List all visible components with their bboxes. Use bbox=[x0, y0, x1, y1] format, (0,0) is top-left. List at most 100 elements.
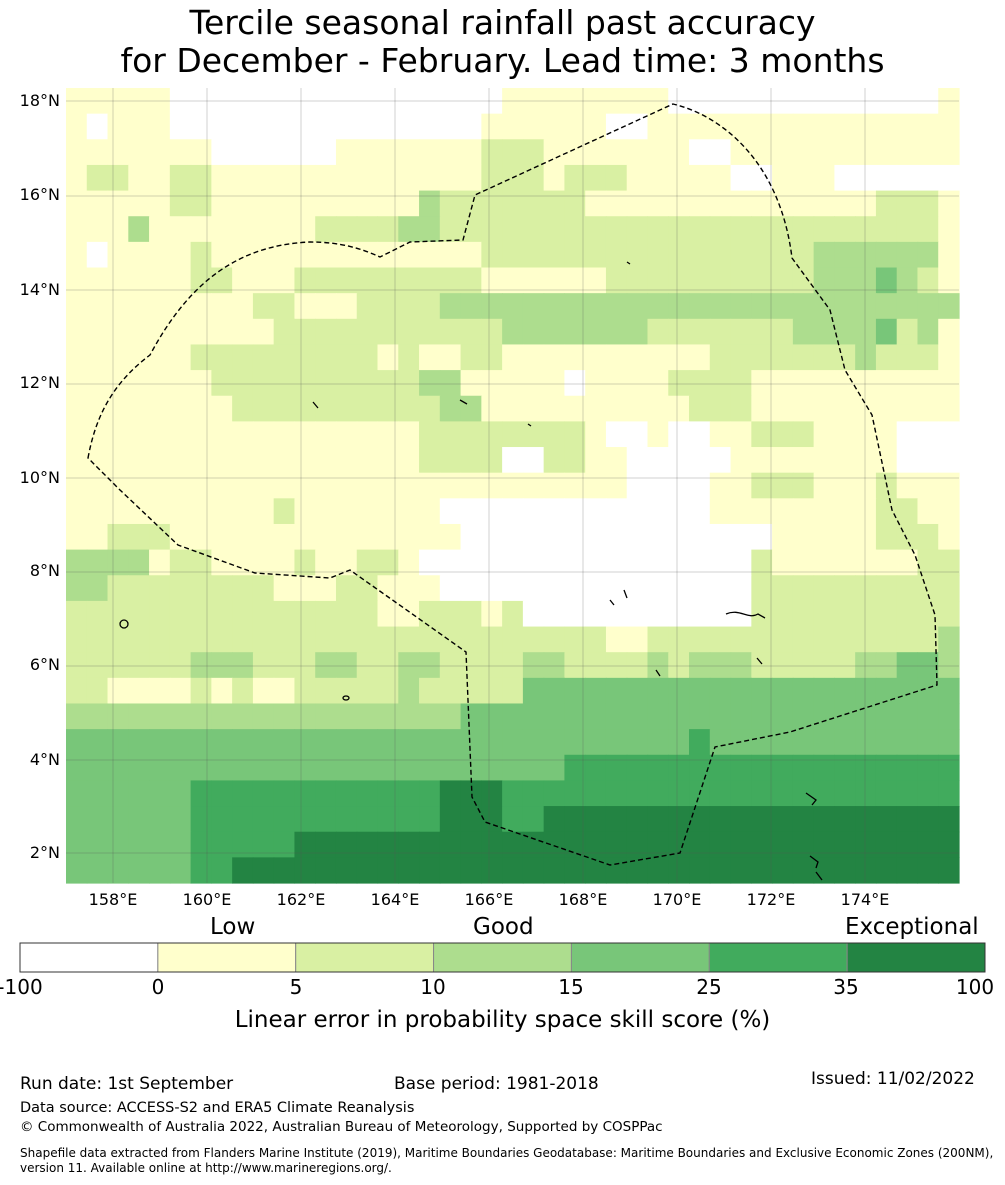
skill-cell bbox=[419, 729, 441, 756]
island-outline bbox=[342, 695, 350, 701]
skill-cell bbox=[377, 370, 399, 397]
skill-cell bbox=[232, 190, 254, 217]
skill-cell bbox=[211, 729, 233, 756]
skill-cell bbox=[709, 575, 732, 602]
skill-cell bbox=[647, 626, 669, 653]
skill-cell bbox=[855, 447, 877, 474]
skill-cell bbox=[86, 318, 109, 346]
skill-cell bbox=[626, 575, 649, 602]
colorbar-segment bbox=[570, 942, 710, 973]
skill-cell bbox=[398, 370, 420, 397]
skill-cell bbox=[896, 216, 919, 243]
skill-cell bbox=[813, 395, 835, 422]
skill-cell bbox=[875, 395, 898, 422]
skill-cell bbox=[86, 370, 109, 397]
skill-cell bbox=[315, 652, 337, 679]
skill-cell bbox=[315, 626, 337, 653]
skill-cell bbox=[439, 370, 462, 397]
skill-cell bbox=[419, 626, 441, 653]
skill-cell bbox=[149, 754, 171, 782]
skill-cell bbox=[377, 523, 399, 551]
colorbar bbox=[19, 942, 986, 973]
skill-cell bbox=[86, 190, 109, 217]
skill-cell bbox=[481, 498, 503, 525]
skill-cell bbox=[190, 190, 212, 217]
skill-cell bbox=[211, 293, 233, 320]
skill-cell bbox=[273, 370, 296, 397]
skill-cell bbox=[107, 806, 129, 833]
skill-cell bbox=[315, 267, 337, 294]
skill-cell bbox=[751, 395, 773, 422]
skill-cell bbox=[252, 395, 275, 422]
skill-cell bbox=[668, 857, 690, 884]
colorbar-tick: -100 bbox=[0, 975, 43, 999]
skill-cell bbox=[626, 652, 649, 679]
skill-cell bbox=[502, 831, 524, 858]
skill-cell bbox=[190, 139, 212, 166]
skill-cell bbox=[605, 241, 628, 269]
data-source: Data source: ACCESS-S2 and ERA5 Climate … bbox=[20, 1100, 415, 1116]
skill-cell bbox=[211, 344, 233, 371]
skill-cell bbox=[439, 549, 462, 576]
skill-cell bbox=[502, 447, 524, 474]
skill-cell bbox=[169, 857, 192, 884]
skill-cell bbox=[481, 395, 503, 422]
skill-cell bbox=[834, 370, 856, 397]
skill-cell bbox=[626, 780, 649, 807]
skill-cell bbox=[66, 652, 88, 679]
skill-cell bbox=[481, 626, 503, 653]
skill-cell bbox=[460, 626, 482, 653]
colorbar-tick: 100 bbox=[955, 975, 995, 999]
skill-cell bbox=[917, 549, 939, 576]
skill-cell bbox=[522, 652, 545, 679]
skill-cell bbox=[709, 370, 732, 397]
skill-cell bbox=[502, 806, 524, 833]
skill-cell bbox=[107, 395, 129, 422]
skill-cell bbox=[460, 267, 482, 294]
skill-cell bbox=[128, 498, 150, 525]
skill-cell bbox=[626, 293, 649, 320]
skill-cell bbox=[252, 600, 275, 628]
skill-cell bbox=[564, 703, 586, 730]
skill-cell bbox=[896, 677, 919, 705]
skill-cell bbox=[315, 857, 337, 884]
skill-cell bbox=[460, 241, 482, 269]
skill-cell bbox=[86, 498, 109, 525]
skill-cell bbox=[709, 677, 732, 705]
skill-cell bbox=[419, 549, 441, 576]
skill-cell bbox=[377, 806, 399, 833]
skill-cell bbox=[66, 370, 88, 397]
skill-cell bbox=[772, 139, 794, 166]
skill-cell bbox=[460, 806, 482, 833]
skill-cell bbox=[585, 164, 607, 192]
skill-cell bbox=[128, 575, 150, 602]
skill-cell bbox=[875, 164, 898, 192]
skill-cell bbox=[938, 164, 960, 192]
skill-cell bbox=[834, 652, 856, 679]
skill-cell bbox=[751, 652, 773, 679]
skill-cell bbox=[792, 447, 815, 474]
skill-cell bbox=[647, 241, 669, 269]
skill-cell bbox=[460, 523, 482, 551]
skill-cell bbox=[398, 344, 420, 371]
skill-cell bbox=[855, 164, 877, 192]
skill-cell bbox=[211, 241, 233, 269]
skill-cell bbox=[335, 806, 358, 833]
skill-cell bbox=[605, 652, 628, 679]
skill-cell bbox=[772, 652, 794, 679]
skill-cell bbox=[730, 241, 752, 269]
skill-cell bbox=[128, 267, 150, 294]
skill-cell bbox=[315, 729, 337, 756]
skill-cell bbox=[419, 344, 441, 371]
colorbar-segment bbox=[19, 942, 159, 973]
skill-cell bbox=[522, 216, 545, 243]
skill-cell bbox=[419, 754, 441, 782]
skill-cell bbox=[772, 164, 794, 192]
skill-cell bbox=[190, 216, 212, 243]
skill-cell bbox=[315, 780, 337, 807]
skill-cell bbox=[128, 626, 150, 653]
skill-cell bbox=[896, 395, 919, 422]
skill-cell bbox=[813, 652, 835, 679]
lat-label: 2°N bbox=[29, 843, 60, 862]
skill-cell bbox=[460, 318, 482, 346]
